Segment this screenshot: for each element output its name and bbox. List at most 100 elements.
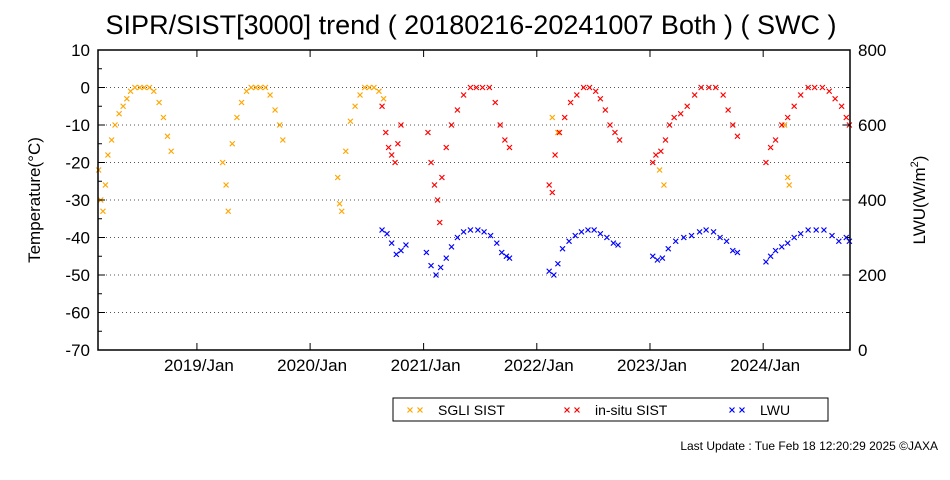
- data-point: [717, 234, 723, 241]
- data-point: [791, 234, 798, 241]
- data-point: [279, 137, 286, 143]
- data-point: [710, 228, 717, 235]
- legend-label: LWU: [760, 402, 790, 418]
- legend-label: in-situ SIST: [595, 402, 668, 418]
- data-point: [371, 84, 377, 91]
- legend-marker: [729, 407, 735, 413]
- data-point: [357, 92, 363, 98]
- data-point: [659, 255, 666, 262]
- data-point: [567, 99, 574, 106]
- data-point: [460, 92, 467, 98]
- data-point: [662, 137, 669, 143]
- data-point: [549, 189, 556, 196]
- data-point: [428, 262, 434, 269]
- data-point: [784, 174, 791, 181]
- data-point: [616, 137, 623, 143]
- data-point: [398, 247, 404, 254]
- data-point: [454, 107, 461, 113]
- legend-marker: [407, 407, 413, 413]
- legend-label: SGLI SIST: [438, 402, 505, 418]
- data-point: [403, 242, 409, 248]
- data-point: [602, 107, 609, 113]
- data-point: [433, 272, 439, 278]
- x-tick-label: 2023/Jan: [617, 356, 687, 375]
- data-point: [578, 228, 585, 235]
- data-point: [388, 152, 395, 158]
- data-point: [102, 182, 109, 188]
- data-point: [467, 84, 474, 91]
- data-point: [267, 92, 274, 98]
- data-point: [347, 118, 354, 125]
- data-point: [100, 208, 106, 215]
- data-point: [603, 234, 610, 241]
- data-point: [150, 88, 157, 95]
- data-point: [591, 227, 598, 233]
- data-point: [243, 88, 250, 95]
- data-point: [393, 251, 400, 258]
- data-point: [467, 227, 474, 233]
- data-point: [272, 107, 278, 113]
- data-point: [431, 182, 438, 188]
- x-tick-label: 2022/Jan: [504, 356, 574, 375]
- data-point: [778, 122, 785, 128]
- data-point: [492, 99, 499, 106]
- data-point: [772, 247, 779, 254]
- data-point: [234, 114, 240, 121]
- y-tick-label: 10: [71, 41, 90, 60]
- chart-title: SIPR/SIST[3000] trend ( 20180216-2024100…: [106, 10, 837, 40]
- data-point: [580, 84, 587, 91]
- data-point: [550, 272, 557, 278]
- data-point: [554, 260, 561, 267]
- data-point: [443, 255, 450, 262]
- y2-label-end: ): [910, 156, 929, 162]
- y-tick-label: 0: [81, 79, 90, 98]
- data-point: [554, 129, 561, 136]
- data-point: [423, 249, 430, 256]
- grid-lines: [98, 87, 850, 313]
- data-point: [797, 230, 804, 237]
- data-point: [729, 247, 736, 254]
- data-point: [843, 114, 850, 121]
- data-point: [684, 103, 691, 110]
- data-point: [691, 92, 698, 98]
- data-point: [448, 122, 455, 128]
- data-point: [136, 84, 143, 91]
- data-point: [454, 234, 461, 241]
- legend-box: [392, 397, 829, 422]
- data-point: [572, 232, 579, 239]
- data-point: [657, 148, 664, 155]
- data-point: [108, 137, 115, 143]
- data-point: [805, 84, 812, 91]
- y-tick-label: -10: [65, 116, 90, 135]
- data-point: [734, 249, 741, 256]
- data-point: [434, 197, 441, 203]
- data-point: [786, 182, 793, 188]
- data-point: [156, 99, 163, 106]
- data-point: [826, 88, 833, 95]
- data-point: [778, 243, 785, 250]
- data-point: [334, 174, 341, 181]
- data-point: [791, 103, 798, 110]
- data-point: [120, 103, 127, 110]
- y2-axis-ticks: 800 600 400 200 0: [843, 41, 886, 360]
- y2-tick-label: 400: [858, 191, 886, 210]
- data-point: [131, 84, 138, 91]
- data-point: [720, 92, 727, 98]
- y-tick-label: -70: [65, 341, 90, 360]
- data-point: [556, 129, 563, 136]
- data-point: [597, 95, 604, 102]
- data-point: [479, 84, 486, 91]
- y2-axis-label: LWU(W/m2): [909, 156, 929, 245]
- data-point: [141, 84, 148, 91]
- y-tick-label: -60: [65, 304, 90, 323]
- x-axis-ticks: 2019/Jan 2020/Jan 2021/Jan 2022/Jan 2023/Jan…: [164, 50, 800, 375]
- data-point: [561, 114, 568, 121]
- y2-tick-label: 0: [858, 341, 867, 360]
- data-point: [832, 95, 839, 102]
- data-point: [649, 253, 656, 260]
- data-point: [688, 232, 695, 239]
- y-tick-label: -30: [65, 191, 90, 210]
- data-point: [677, 110, 684, 117]
- legend-marker: [417, 407, 423, 413]
